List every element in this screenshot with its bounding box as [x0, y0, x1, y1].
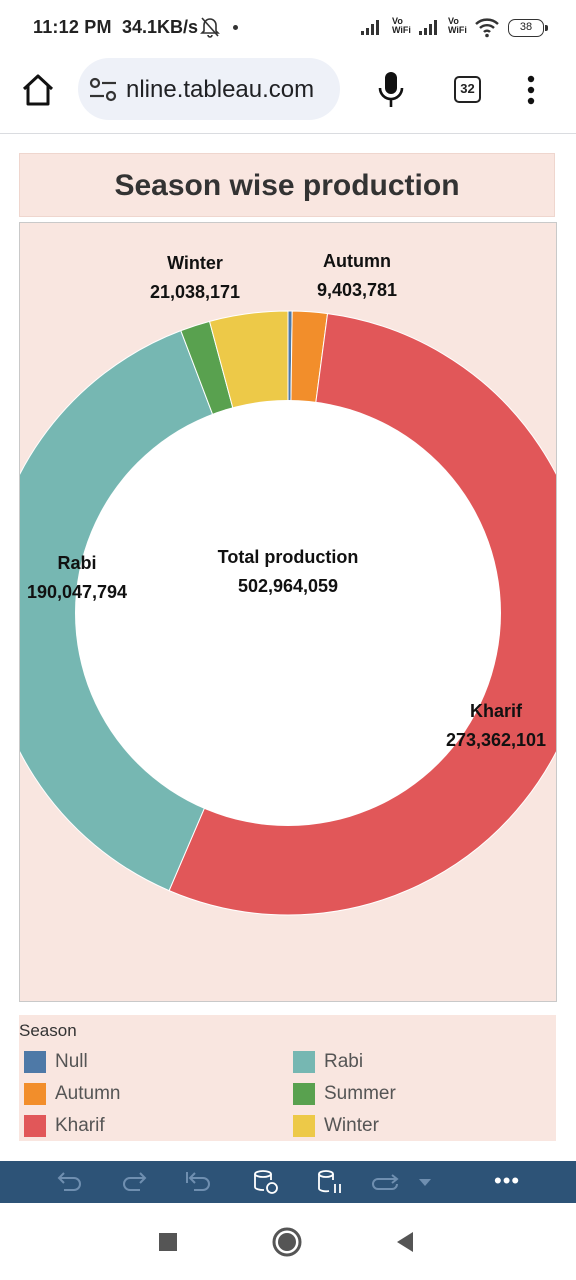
value-winter: 21,038,171: [150, 282, 240, 302]
legend-label: Summer: [324, 1083, 396, 1104]
legend-swatch: [24, 1115, 46, 1137]
legend-swatch: [24, 1051, 46, 1073]
system-navigation-bar: [0, 1203, 576, 1280]
value-kharif: 273,362,101: [446, 730, 546, 750]
legend-swatch: [293, 1051, 315, 1073]
value-autumn: 9,403,781: [317, 280, 397, 300]
cell-signal-icon-2: [419, 20, 437, 35]
donut-hole: [75, 400, 501, 826]
back-icon[interactable]: [391, 1227, 421, 1257]
auto-update-icon[interactable]: [370, 1169, 406, 1195]
legend-swatch: [293, 1083, 315, 1105]
legend-label: Rabi: [324, 1051, 364, 1072]
url-text: nline.tableau.com: [126, 76, 315, 103]
home-icon[interactable]: [20, 72, 56, 108]
more-options-icon[interactable]: [520, 74, 542, 106]
tableau-toolbar: •••: [0, 1161, 576, 1203]
donut-chart[interactable]: Winter 21,038,171 Autumn 9,403,781 Rabi …: [19, 222, 557, 1002]
home-nav-icon[interactable]: [271, 1226, 303, 1258]
vowifi-badge-2: Vo WiFi: [448, 16, 467, 35]
value-rabi: 190,047,794: [27, 582, 127, 602]
legend-label: Null: [55, 1051, 88, 1072]
label-rabi: Rabi: [57, 553, 96, 573]
tab-switcher-button[interactable]: 32: [454, 76, 481, 103]
pause-updates-icon[interactable]: [316, 1169, 344, 1195]
label-kharif: Kharif: [470, 701, 523, 721]
status-bar: 11:12 PM 34.1KB/s Vo WiFi Vo WiFi 38: [0, 0, 576, 56]
site-settings-icon[interactable]: [88, 77, 118, 103]
wifi-icon: [475, 18, 499, 38]
recents-icon[interactable]: [153, 1227, 183, 1257]
legend-label: Autumn: [55, 1083, 121, 1104]
status-dot: [233, 25, 238, 30]
center-total-value: 502,964,059: [238, 576, 338, 596]
redo-icon[interactable]: [120, 1169, 148, 1195]
browser-toolbar: nline.tableau.com 32: [0, 56, 576, 134]
dashboard-title: Season wise production: [114, 169, 460, 202]
address-bar[interactable]: nline.tableau.com: [78, 58, 340, 120]
cell-signal-icon: [361, 20, 379, 35]
chevron-down-icon[interactable]: [416, 1169, 434, 1195]
status-data-rate: 34.1KB/s: [122, 17, 199, 37]
dashboard-title-bar: Season wise production: [19, 153, 555, 217]
revert-icon[interactable]: [184, 1169, 212, 1195]
refresh-data-icon[interactable]: [252, 1169, 280, 1195]
center-total-title: Total production: [218, 547, 359, 567]
legend: Season Null Rabi Autumn Summer Kharif Wi…: [19, 1015, 556, 1141]
legend-label: Winter: [324, 1115, 379, 1136]
status-time: 11:12 PM: [33, 17, 112, 37]
microphone-icon[interactable]: [376, 70, 406, 110]
legend-label: Kharif: [55, 1115, 105, 1136]
more-toolbar-button[interactable]: •••: [494, 1168, 521, 1193]
legend-swatch: [24, 1083, 46, 1105]
vowifi-badge: Vo WiFi: [392, 16, 411, 35]
battery-indicator: 38: [508, 19, 548, 37]
donut-chart-svg: Winter 21,038,171 Autumn 9,403,781 Rabi …: [20, 251, 556, 916]
label-autumn: Autumn: [323, 251, 391, 271]
notifications-muted-icon: [200, 17, 220, 38]
undo-icon[interactable]: [56, 1169, 84, 1195]
legend-title: Season: [19, 1021, 77, 1040]
label-winter: Winter: [167, 253, 223, 273]
legend-swatch: [293, 1115, 315, 1137]
